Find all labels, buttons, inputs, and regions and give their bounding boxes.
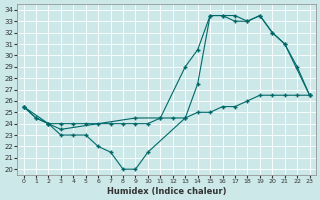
X-axis label: Humidex (Indice chaleur): Humidex (Indice chaleur)	[107, 187, 226, 196]
